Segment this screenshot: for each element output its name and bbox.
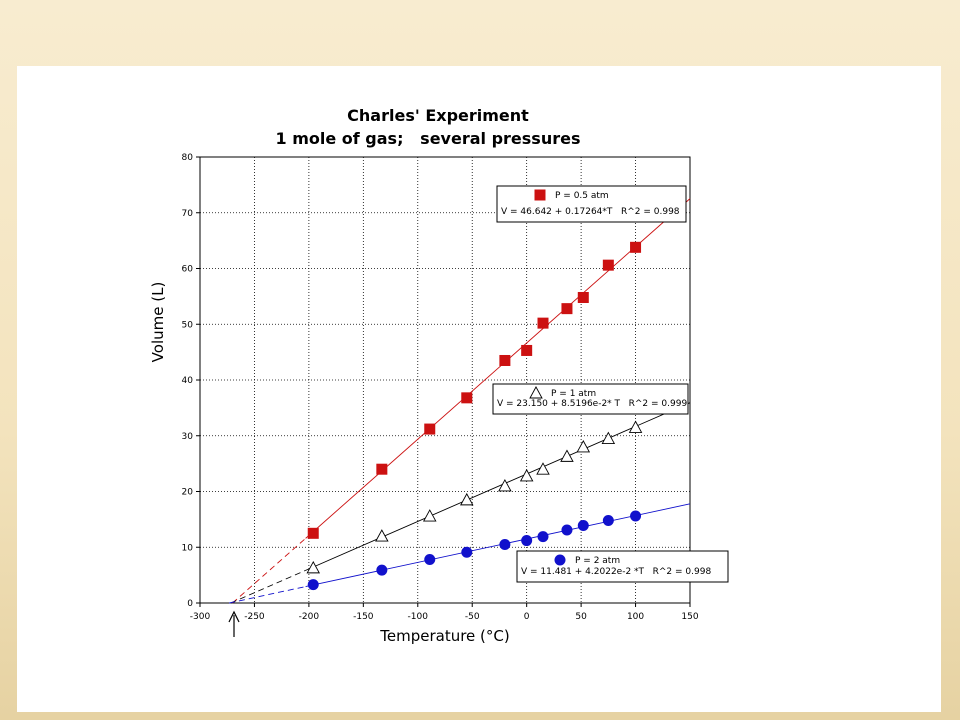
x-tick-label: -150 [353,612,374,622]
data-markers [306,241,643,591]
data-point-triangle [498,478,512,492]
fit-extrapolation-line [232,538,306,604]
y-axis-label: Volume (L) [149,282,167,363]
legend-marker-square [534,189,546,201]
data-point-square [577,291,589,303]
data-point-square [499,354,511,366]
legend-series-name: P = 0.5 atm [555,191,609,201]
legend-fit-equation: V = 11.481 + 4.2022e-2 *T R^2 = 0.998 [521,567,711,577]
x-tick-label: -250 [244,612,265,622]
legend-box: P = 0.5 atm V = 46.642 + 0.17264*T R^2 = … [496,185,687,223]
data-point-circle [630,510,642,522]
data-point-circle [376,564,388,576]
data-point-square [630,241,642,253]
data-point-triangle [519,468,534,482]
y-tick-label: 30 [182,432,194,442]
fit-line [305,402,691,571]
fit-lines [229,198,691,604]
data-point-square [561,303,573,315]
x-tick-label: -200 [299,612,320,622]
y-tick-label: 70 [182,209,194,219]
charles-law-chart: Charles' Experiment 1 mole of gas; sever… [149,106,729,645]
legend-series-name: P = 2 atm [575,556,620,566]
y-tick-label: 40 [182,376,194,386]
axis-ticks: -300 -250 -200 -150 -100 -50 0 50 100 150 0 10 20 30 4… [182,153,699,622]
data-point-triangle [422,509,437,522]
chart-title: Charles' Experiment [347,106,529,125]
fit-extrapolation-line [230,569,306,604]
x-tick-label: 50 [575,612,587,622]
data-point-square [376,463,388,475]
data-point-triangle [601,431,616,444]
data-point-circle [537,531,549,543]
data-point-triangle [628,420,643,433]
data-point-triangle [536,462,550,475]
data-point-square [461,392,473,404]
x-tick-label: 100 [627,612,644,622]
data-point-circle [577,520,589,532]
fit-line [305,198,691,539]
data-point-circle [307,579,319,591]
data-point-triangle [375,529,389,542]
x-tick-label: -50 [465,612,480,622]
y-tick-label: 10 [182,543,194,553]
legend-frame [516,550,729,583]
fit-extrapolation-line [229,586,306,604]
legend-marker-triangle [529,386,543,399]
slide-background: Charles' Experiment 1 mole of gas; sever… [17,66,941,712]
y-tick-label: 80 [182,153,194,163]
grid-lines [200,157,690,603]
data-point-square [307,527,319,539]
legend-fit-equation: V = 46.642 + 0.17264*T R^2 = 0.998 [501,207,680,217]
data-point-triangle [306,560,321,574]
x-tick-label: -100 [408,612,429,622]
legend-marker-circle [554,554,566,566]
data-point-circle [561,524,573,536]
legend-frame [492,383,689,415]
y-tick-label: 50 [182,320,194,330]
data-point-square [424,423,436,435]
fit-line [305,503,691,587]
y-tick-label: 60 [182,265,194,275]
absolute-zero-arrow [228,610,240,637]
legend-boxes: P = 0.5 atm V = 46.642 + 0.17264*T R^2 = … [492,185,729,583]
legend-frame [496,185,687,223]
y-tick-label: 20 [182,488,194,498]
data-point-circle [521,535,533,547]
x-tick-label: 0 [524,612,530,622]
y-tick-label: 0 [187,599,193,609]
data-point-circle [602,514,614,526]
data-point-square [521,344,533,356]
legend-series-name: P = 1 atm [551,389,596,399]
data-point-square [602,259,614,271]
data-point-triangle [560,449,574,462]
data-point-triangle [460,492,474,506]
x-tick-label: -300 [190,612,211,622]
data-point-triangle [576,439,591,453]
plot-frame [199,156,691,604]
x-tick-label: 150 [681,612,698,622]
data-point-square [537,317,549,329]
x-axis-label: Temperature (°C) [379,627,509,645]
chart-subtitle: 1 mole of gas; several pressures [276,129,581,148]
data-point-circle [499,538,511,550]
legend-fit-equation: V = 23.150 + 8.5196e-2* T R^2 = 0.999 [497,399,687,409]
data-point-circle [461,546,473,558]
data-point-circle [424,554,436,566]
